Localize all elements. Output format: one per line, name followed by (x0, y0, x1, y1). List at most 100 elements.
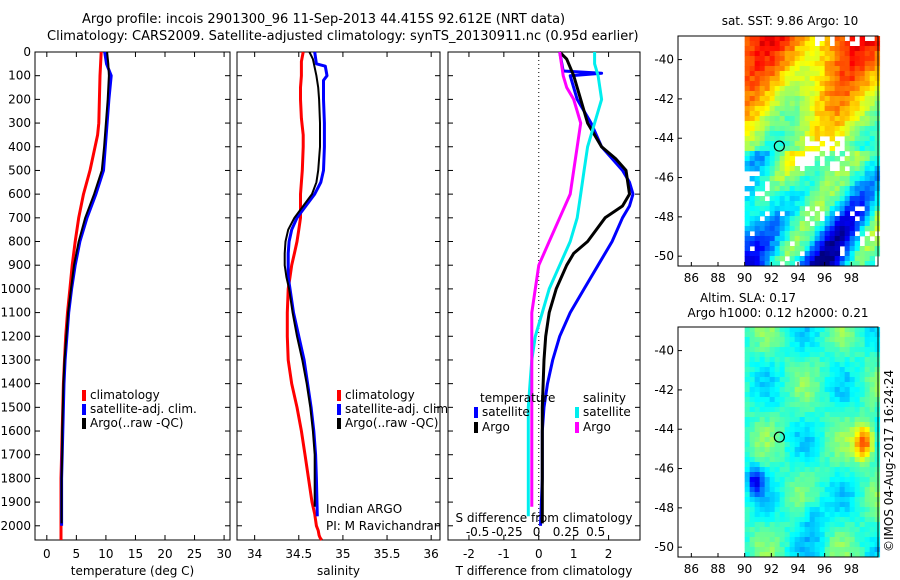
panel-difference: -2 -1 0 1 2 T difference from climatology -0.5… (447, 50, 641, 578)
sla_map-ytick-label: -48 (654, 501, 674, 515)
salinity-xtick-label: 36 (424, 547, 439, 561)
difference-legend-swatch (474, 407, 478, 418)
temperature-xtick-label: 10 (98, 547, 113, 561)
salinity-legend-swatch (337, 390, 341, 401)
sst_map-field (744, 36, 881, 267)
difference-xlabel: T difference from climatology (455, 564, 633, 578)
sst_map-xtick-label: 88 (710, 271, 725, 285)
temperature-legend-swatch (82, 390, 86, 401)
temperature-legend-label: climatology (90, 388, 160, 402)
sla_map-xtick-label: 96 (817, 562, 832, 576)
temperature-ytick-label: 1500 (0, 400, 31, 414)
sst_map-xtick-label: 98 (844, 271, 859, 285)
salinity-legend-label: climatology (345, 388, 415, 402)
sst_map-argo-marker (773, 140, 785, 152)
sla_map-xtick-label: 86 (684, 562, 699, 576)
salinity-legend-label: Argo(..raw -QC) (345, 416, 438, 430)
difference-xtick2-label: -0.25 (492, 525, 523, 539)
sst_map-frame (677, 35, 879, 267)
temperature-ytick-label: 1400 (0, 377, 31, 391)
difference-legend-label: Argo (482, 420, 510, 434)
temperature-ytick-label: 300 (8, 116, 31, 130)
difference-xtick2-label: -0.5 (466, 525, 489, 539)
temperature-ytick-label: 100 (8, 69, 31, 83)
difference-series-s-argo (530, 51, 583, 507)
salinity-xtick-label: 34.5 (285, 547, 312, 561)
sla_map-xtick-label: 90 (737, 562, 752, 576)
difference-xtick-label: -2 (463, 547, 475, 561)
temperature-legend-label: Argo(..raw -QC) (90, 416, 183, 430)
difference-legend-swatch (575, 422, 579, 433)
sst_map-xtick-label: 90 (737, 271, 752, 285)
temperature-xtick-label: 25 (187, 547, 202, 561)
salinity-legend-label: satellite-adj. clim. (345, 402, 452, 416)
sst_map-xtick-label: 94 (790, 271, 805, 285)
sla_map-xtick-label: 92 (764, 562, 779, 576)
temperature-ytick-label: 900 (8, 258, 31, 272)
salinity-series-climatology (285, 51, 323, 541)
difference-xtick2-label: 0.25 (553, 525, 580, 539)
difference-xtick-label: 0 (535, 547, 543, 561)
temperature-xtick-label: 0 (43, 547, 51, 561)
temperature-ytick-label: 2000 (0, 519, 31, 533)
salinity-legend-swatch (337, 404, 341, 415)
sla_map-ytick-label: -44 (654, 422, 674, 436)
sst_map-xtick-label: 92 (764, 271, 779, 285)
sst-map-title: sat. SST: 9.86 Argo: 10 (722, 14, 859, 28)
difference-xtick2-label: 0 (533, 525, 541, 539)
temperature-xtick-label: 30 (216, 547, 231, 561)
sla-map-title-line1: Altim. SLA: 0.17 (700, 291, 796, 305)
imos-credit: ©IMOS 04-Aug-2017 16:24:24 (882, 370, 896, 552)
panel-salinity: 34 34.5 35 35.5 36 salinity climatologysatelli… (236, 51, 452, 578)
temperature-xtick-label: 5 (73, 547, 81, 561)
temperature-ytick-label: 1000 (0, 282, 31, 296)
temperature-xtick-label: 20 (157, 547, 172, 561)
salinity-annotation-line2: PI: M Ravichandran (326, 519, 441, 533)
temperature-xtick-label: 15 (128, 547, 143, 561)
salinity-xlabel: salinity (317, 564, 360, 578)
difference-legend-label: satellite (482, 405, 530, 419)
sla_map-xtick-label: 98 (844, 562, 859, 576)
sst_map-ytick-label: -40 (654, 53, 674, 67)
temperature-ytick-label: 0 (23, 45, 31, 59)
temperature-ytick-label: 400 (8, 140, 31, 154)
sla_map-field (744, 327, 881, 558)
sst_map-xtick-label: 96 (817, 271, 832, 285)
temperature-ytick-label: 200 (8, 92, 31, 106)
sla_map-frame (677, 326, 879, 558)
difference-frame (447, 51, 641, 541)
sla_map-xtick-label: 88 (710, 562, 725, 576)
temperature-ytick-label: 800 (8, 235, 31, 249)
sst_map-ytick-label: -50 (654, 249, 674, 263)
temperature-ytick-label: 1300 (0, 353, 31, 367)
temperature-series-argo-raw-qc- (60, 51, 110, 524)
temperature-ytick-label: 1800 (0, 471, 31, 485)
temperature-ytick-label: 1100 (0, 306, 31, 320)
sst_map-ytick-label: -48 (654, 210, 674, 224)
temperature-ytick-label: 1700 (0, 448, 31, 462)
difference-legend-swatch (575, 407, 579, 418)
difference-legend-label: satellite (583, 405, 631, 419)
salinity-xtick-label: 35.5 (374, 547, 401, 561)
sst_map-xtick-label: 86 (684, 271, 699, 285)
temperature-ytick-label: 1200 (0, 329, 31, 343)
difference-series-t-argo (540, 50, 631, 524)
panel-sst_map: 86 88 90 92 94 96 98 -40 -42 -44 -46 -48 -50 (654, 35, 881, 285)
temperature-ytick-label: 700 (8, 211, 31, 225)
sla_map-argo-marker (773, 431, 785, 443)
panel-sla_map: 86 88 90 92 94 96 98 -40 -42 -44 -46 -48 -50 (654, 326, 881, 576)
temperature-legend-swatch (82, 418, 86, 429)
sst_map-ytick-label: -46 (654, 171, 674, 185)
difference-xtick-label: 1 (570, 547, 578, 561)
difference-legend-swatch (474, 422, 478, 433)
sla_map-ytick-label: -50 (654, 540, 674, 554)
difference-legend-label: Argo (583, 420, 611, 434)
salinity-annotation-line1: Indian ARGO (326, 502, 402, 516)
difference-legend-title-salinity: salinity (583, 391, 626, 405)
sla_map-ytick-label: -46 (654, 462, 674, 476)
salinity-legend-swatch (337, 418, 341, 429)
salinity-xtick-label: 34 (247, 547, 262, 561)
difference-series-t-satellite (539, 51, 635, 526)
figure-title-line1: Argo profile: incois 2901300_96 11-Sep-2… (82, 12, 566, 27)
difference-xtick-label: -1 (498, 547, 510, 561)
